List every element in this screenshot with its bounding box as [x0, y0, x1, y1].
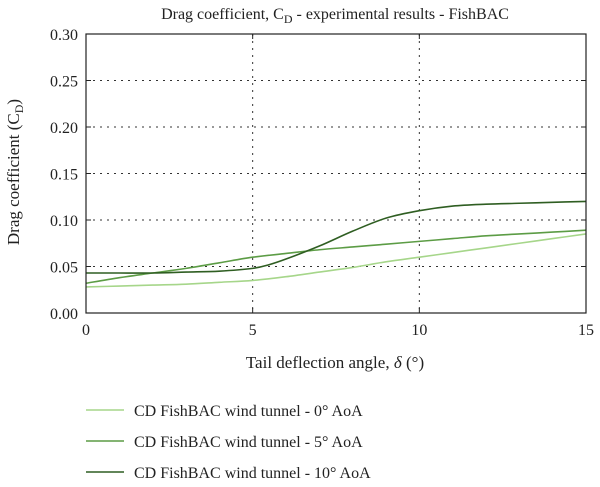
y-tick-label: 0.05	[50, 260, 78, 277]
y-axis-label-end: )	[4, 99, 23, 105]
grid-lines	[86, 34, 586, 313]
chart-title-subscript: D	[284, 12, 293, 26]
axis-ticks: 0 5 10 15 0.00 0.05 0.10 0.15 0.20 0.25 0.30	[50, 27, 594, 339]
y-axis-label: Drag coefficient (CD)	[4, 99, 26, 245]
y-tick-label: 0.20	[50, 120, 78, 137]
x-axis-label: Tail deflection angle, δ (°)	[246, 353, 424, 372]
x-tick-label: 0	[82, 322, 90, 339]
y-tick-label: 0.25	[50, 74, 78, 91]
x-axis-label-text: Tail deflection angle,	[246, 353, 394, 372]
series-line-2	[85, 229, 587, 285]
y-axis-label-subscript: D	[12, 104, 26, 113]
chart-title-main: Drag coefficient, C	[161, 6, 284, 23]
chart-title: Drag coefficient, CD - experimental resu…	[161, 6, 509, 26]
y-tick-label: 0.00	[50, 306, 78, 323]
y-tick-label: 0.10	[50, 213, 78, 230]
y-tick-label: 0.15	[50, 167, 78, 184]
series-lines	[85, 200, 587, 288]
y-tick-label: 0.30	[50, 27, 78, 44]
x-tick-label: 10	[411, 322, 427, 339]
legend-label-3: CD FishBAC wind tunnel - 10° AoA	[134, 465, 371, 482]
x-tick-label: 15	[578, 322, 594, 339]
series-line-3	[86, 200, 587, 274]
x-axis-label-unit: (°)	[402, 353, 424, 372]
y-axis-label-text: Drag coefficient (C	[4, 113, 23, 245]
chart-title-rest: - experimental results - FishBAC	[293, 6, 509, 23]
x-tick-label: 5	[249, 322, 257, 339]
legend-label-2: CD FishBAC wind tunnel - 5° AoA	[134, 434, 363, 451]
legend-label-1: CD FishBAC wind tunnel - 0° AoA	[134, 403, 363, 420]
series-line-1	[85, 233, 587, 288]
x-axis-label-symbol: δ	[394, 353, 403, 372]
legend: CD FishBAC wind tunnel - 0° AoA CD FishBA…	[86, 403, 371, 482]
